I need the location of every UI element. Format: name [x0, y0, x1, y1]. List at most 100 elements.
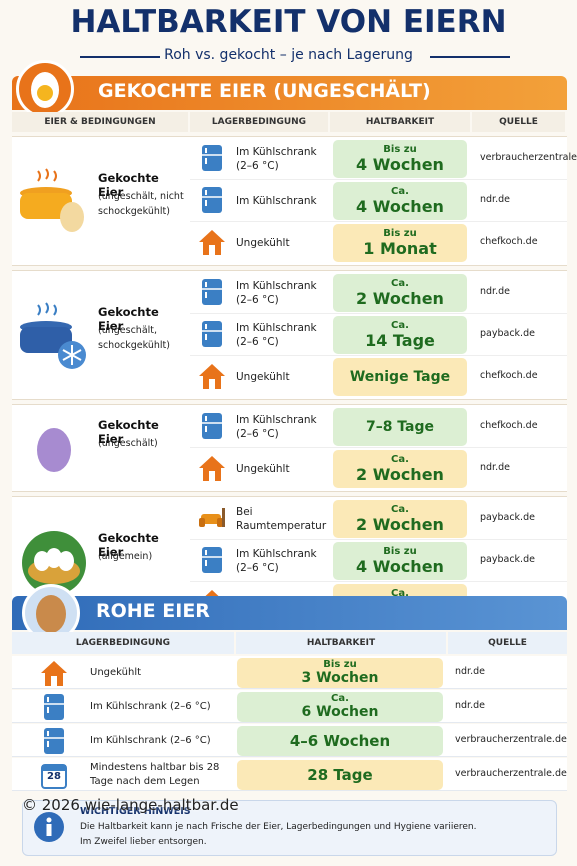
storage: Im Kühlschrank (2–6 °C)	[236, 280, 317, 306]
group-detail: (ungeschält)	[98, 438, 158, 449]
storage: Ungekühlt	[236, 371, 290, 383]
icon-svg	[31, 72, 59, 108]
group-name: Gekochte Eier	[98, 418, 159, 446]
qualifier: Bis zu	[383, 228, 417, 239]
group-name: Gekochte Eier	[98, 531, 159, 559]
qualifier: Ca.	[331, 692, 349, 704]
notice-icon	[34, 812, 64, 842]
title: HALTBARKEIT VON EIERN	[70, 4, 507, 40]
qualifier: Bis zu	[383, 144, 417, 155]
duration: 4 Wochen	[356, 197, 444, 216]
icon-pot	[14, 163, 94, 239]
storage: Im Kühlschrank (2–6 °C)	[90, 735, 211, 746]
duration: 7–8 Tage	[365, 418, 435, 435]
qualifier: Bis zu	[323, 658, 357, 670]
icon-svg	[41, 661, 67, 686]
qualifier: Ca.	[391, 504, 409, 515]
duration: 3 Wochen	[301, 669, 379, 686]
duration-box: Bis zu 1 Monat	[333, 224, 467, 262]
icon-svg	[202, 547, 222, 573]
row-divider	[190, 581, 567, 582]
column-header: QUELLE	[448, 632, 567, 654]
duration-box: 4–6 Wochen	[237, 726, 443, 756]
qualifier: Bis zu	[383, 546, 417, 557]
section-title: ROHE EIER	[96, 600, 210, 622]
row-divider	[190, 221, 567, 222]
storage: Im Kühlschrank (2–6 °C)	[236, 322, 317, 348]
icon-svg	[202, 279, 222, 305]
group-detail: (allgemein)	[98, 551, 153, 562]
column-header: LAGERBEDINGUNG	[12, 632, 234, 654]
storage: Bei Raumtemperatur	[236, 506, 327, 532]
icon-house	[198, 362, 226, 390]
icon-svg	[202, 321, 222, 347]
icon-svg	[199, 456, 225, 481]
qualifier: Ca.	[391, 278, 409, 289]
notice-line: Im Zweifel lieber entsorgen.	[80, 837, 207, 847]
icon-house	[198, 228, 226, 256]
duration-box: 28 Tage	[237, 760, 443, 790]
duration-box: Ca.2 Wochen	[333, 500, 467, 538]
group-name: Gekochte Eier	[98, 305, 159, 333]
banner-icon	[16, 60, 74, 118]
icon-pot-snow	[14, 297, 94, 373]
source: ndr.de	[480, 194, 510, 205]
icon-svg	[202, 413, 222, 439]
source: ndr.de	[455, 700, 485, 711]
source: chefkoch.de	[480, 236, 538, 247]
icon-svg	[46, 817, 52, 836]
icon-fridge	[40, 693, 68, 721]
subtitle: Roh vs. gekocht – je nach Lagerung	[164, 47, 413, 63]
duration: 2 Wochen	[356, 515, 444, 534]
duration: 2 Wochen	[356, 465, 444, 484]
source: payback.de	[480, 554, 535, 565]
icon-svg	[44, 694, 64, 720]
duration-box: Bis zu 4 Wochen	[333, 140, 467, 178]
storage: Ungekühlt	[236, 463, 290, 475]
group	[12, 136, 567, 266]
duration-box: Ca. 4 Wochen	[333, 182, 467, 220]
qualifier: Ca.	[391, 186, 409, 197]
storage: Im Kühlschrank	[236, 195, 317, 207]
icon-fridge	[198, 278, 226, 306]
icon-svg	[36, 595, 66, 633]
qualifier: Ca.	[391, 588, 409, 599]
duration: 2 Wochen	[356, 289, 444, 308]
source: ndr.de	[455, 666, 485, 677]
column-header: HALTBARKEIT	[330, 112, 470, 132]
icon-fridge	[198, 186, 226, 214]
storage: Im Kühlschrank (2–6 °C)	[236, 548, 317, 574]
group-name: Gekochte Eier	[98, 171, 159, 199]
duration: 14 Tage	[365, 331, 435, 350]
icon-svg	[22, 531, 86, 595]
duration: 4 Wochen	[356, 155, 444, 174]
subtitle-rule	[80, 56, 160, 58]
duration: Wenige Tage	[349, 368, 451, 385]
icon-fridge	[40, 727, 68, 755]
duration: 28 Tage	[307, 765, 373, 784]
source: chefkoch.de	[480, 370, 538, 381]
source: ndr.de	[480, 286, 510, 297]
column-header: LAGERBEDINGUNG	[190, 112, 328, 132]
row-divider	[190, 355, 567, 356]
group	[12, 404, 567, 492]
source: verbraucherzentrale.de	[455, 768, 567, 779]
group-detail: (ungeschält, schockgekühlt)	[98, 325, 170, 351]
storage: Mindestens haltbar bis 28 Tage nach dem …	[90, 762, 220, 787]
notice	[22, 800, 557, 856]
storage: Im Kühlschrank (2–6 °C)	[236, 414, 317, 440]
icon-svg	[199, 508, 225, 527]
icon-svg	[44, 728, 64, 754]
section-title: GEKOCHTE EIER (UNGESCHÄLT)	[98, 80, 431, 102]
icon-house	[198, 454, 226, 482]
qualifier: Ca.	[391, 320, 409, 331]
source: payback.de	[480, 328, 535, 339]
duration: 1 Monat	[363, 239, 437, 258]
icon-svg	[20, 168, 84, 232]
icon-svg	[20, 302, 86, 369]
calendar-label: 28	[47, 771, 61, 782]
notice-title: WICHTIGER HINWEIS	[80, 806, 191, 817]
icon-svg	[37, 428, 71, 472]
row-divider	[190, 539, 567, 540]
